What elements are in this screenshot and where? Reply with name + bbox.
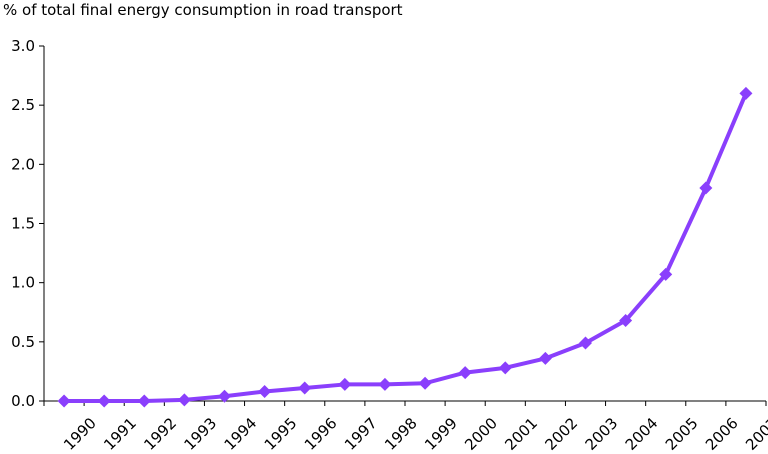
- data-point-2005: [659, 267, 673, 281]
- data-point-1995: [258, 385, 272, 399]
- data-point-2004: [619, 314, 633, 328]
- y-tick-label: 2.5: [11, 96, 35, 114]
- x-tick-label: 1991: [100, 414, 140, 454]
- series-line: [62, 91, 748, 403]
- data-point-1999: [418, 376, 432, 390]
- data-point-2006: [699, 181, 713, 195]
- data-point-1992: [137, 394, 151, 408]
- x-tick-label: 1995: [261, 414, 301, 454]
- data-point-1997: [338, 377, 352, 391]
- data-point-2007: [739, 86, 753, 100]
- data-point-2002: [538, 351, 552, 365]
- y-tick-label: 0.5: [11, 333, 35, 351]
- x-tick-label: 1990: [60, 414, 100, 454]
- x-tick-label: 1996: [301, 414, 341, 454]
- x-tick-label: 2005: [662, 414, 702, 454]
- y-tick-label: 3.0: [11, 37, 35, 55]
- x-tick-label: 2002: [541, 414, 581, 454]
- x-tick-label: 1994: [221, 414, 261, 454]
- data-point-1996: [298, 381, 312, 395]
- data-point-2001: [498, 361, 512, 375]
- y-tick-label: 2.0: [11, 155, 35, 173]
- data-point-1998: [378, 377, 392, 391]
- y-tick-label: 0.0: [11, 392, 35, 410]
- data-point-1994: [218, 389, 231, 403]
- x-axis: 1990 1991 1992 1993 1994 1995 1996 1997 1998 1999…: [43, 400, 768, 454]
- y-axis: 0.0 0.5 1.0 1.5 2.0 2.5 3.0: [11, 37, 45, 410]
- x-tick-label: 2001: [501, 414, 541, 454]
- y-tick-label: 1.5: [11, 215, 35, 233]
- x-tick-label: 1997: [341, 414, 381, 454]
- x-tick-label: 1999: [421, 414, 461, 454]
- x-tick-label: 2006: [702, 414, 742, 454]
- x-tick-label: 2000: [461, 414, 501, 454]
- x-tick-label: 1993: [180, 414, 220, 454]
- data-point-2003: [579, 336, 592, 350]
- x-tick-label: 1998: [381, 414, 421, 454]
- data-point-2000: [458, 366, 472, 380]
- y-axis-title: % of total final energy consumption in r…: [3, 1, 403, 19]
- series-group: [57, 86, 753, 408]
- x-tick-label: 1992: [140, 414, 180, 454]
- series-0: [57, 86, 753, 408]
- x-tick-label: 2007: [742, 414, 768, 454]
- x-tick-label: 2003: [582, 414, 622, 454]
- y-tick-label: 1.0: [11, 274, 35, 292]
- data-point-1990: [57, 394, 71, 408]
- x-tick-label: 2004: [622, 414, 662, 454]
- data-point-1993: [177, 393, 191, 407]
- data-point-1991: [97, 394, 111, 408]
